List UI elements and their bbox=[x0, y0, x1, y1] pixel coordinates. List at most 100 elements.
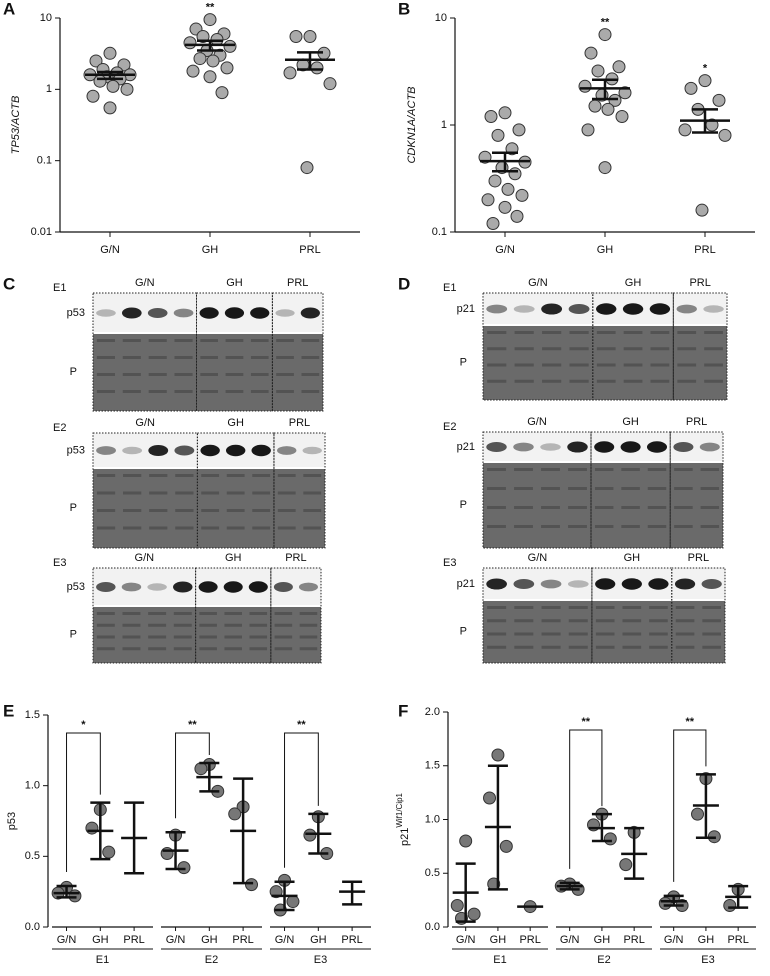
band bbox=[273, 582, 293, 592]
lane-stain bbox=[148, 356, 167, 359]
data-point bbox=[588, 99, 602, 113]
row-label: p53 bbox=[67, 581, 85, 593]
group-label: G/N bbox=[527, 416, 547, 428]
band bbox=[173, 308, 194, 318]
lane-stain bbox=[649, 632, 668, 636]
x-tick-label: GH bbox=[490, 934, 507, 946]
band bbox=[275, 309, 295, 317]
data-point bbox=[498, 106, 512, 120]
y-label-main: CDKN1A/ACTB bbox=[406, 86, 418, 163]
lane-stain bbox=[487, 619, 507, 623]
y-tick-label: 1.0 bbox=[425, 813, 440, 825]
experiment-label: E2 bbox=[443, 421, 456, 433]
band bbox=[674, 578, 696, 590]
group-label: PRL bbox=[285, 552, 306, 564]
lane-stain bbox=[621, 468, 640, 471]
band bbox=[199, 307, 219, 319]
x-tick-label: GH bbox=[92, 934, 109, 946]
lane-stain bbox=[702, 619, 722, 623]
lane-stain bbox=[303, 474, 322, 477]
lane-stain bbox=[514, 331, 534, 334]
band bbox=[147, 583, 167, 591]
lane-stain bbox=[148, 339, 167, 342]
lane-stain bbox=[96, 526, 116, 530]
group-frame bbox=[273, 432, 326, 549]
data-point bbox=[289, 30, 303, 44]
band bbox=[250, 307, 270, 319]
lane-stain bbox=[201, 491, 220, 495]
lane-stain bbox=[250, 356, 269, 359]
row-label: p21 bbox=[457, 578, 475, 590]
y-tick-label: 10 bbox=[435, 12, 447, 24]
group-label: G/N bbox=[528, 277, 548, 289]
lane-stain bbox=[674, 506, 693, 509]
group-frame bbox=[196, 292, 273, 412]
lane-stain bbox=[225, 373, 244, 376]
band bbox=[703, 305, 724, 313]
lane-stain bbox=[249, 635, 268, 639]
y-label-sup: Wif1/Cip1 bbox=[395, 792, 404, 827]
data-point bbox=[193, 52, 207, 66]
band bbox=[251, 444, 271, 457]
lane-stain bbox=[96, 623, 115, 627]
y-axis-label: TP53/ACTB bbox=[10, 96, 22, 155]
lane-stain bbox=[224, 612, 242, 615]
data-point bbox=[618, 86, 632, 100]
data-point bbox=[591, 64, 605, 78]
data-point bbox=[283, 66, 297, 80]
data-point bbox=[186, 64, 200, 78]
band bbox=[699, 442, 720, 452]
lane-stain bbox=[542, 347, 562, 351]
data-point bbox=[603, 832, 617, 846]
lane-stain bbox=[677, 347, 697, 351]
band bbox=[300, 307, 320, 319]
lane-stain bbox=[514, 468, 533, 471]
lane-stain bbox=[702, 645, 722, 649]
band bbox=[513, 579, 535, 589]
data-point bbox=[215, 86, 229, 100]
data-point bbox=[303, 828, 317, 842]
lane-stain bbox=[303, 526, 322, 530]
lane-stain bbox=[700, 506, 720, 509]
lane-stain bbox=[647, 468, 667, 471]
lane-stain bbox=[700, 487, 720, 490]
data-point bbox=[160, 847, 174, 861]
group-frame bbox=[592, 292, 674, 401]
group-label: E1 bbox=[493, 954, 506, 966]
group-frame bbox=[92, 567, 197, 664]
x-tick-label: G/N bbox=[57, 934, 77, 946]
lane-stain bbox=[301, 339, 320, 342]
group-label: GH bbox=[227, 417, 244, 429]
lane-stain bbox=[596, 331, 616, 334]
lane-stain bbox=[675, 632, 695, 636]
data-point bbox=[584, 46, 598, 60]
data-point bbox=[459, 834, 473, 848]
group-label: E3 bbox=[701, 954, 714, 966]
lane-stain bbox=[226, 491, 245, 495]
lane-stain bbox=[123, 526, 142, 530]
band bbox=[225, 444, 246, 457]
lane-stain bbox=[224, 647, 242, 651]
group-frame bbox=[671, 567, 726, 664]
lane-stain bbox=[650, 347, 670, 351]
protein-stain bbox=[483, 325, 727, 400]
experiment-label: E1 bbox=[443, 282, 456, 294]
panel-letter: D bbox=[398, 274, 410, 293]
y-tick-label: 1.0 bbox=[25, 780, 40, 792]
lane-stain bbox=[174, 390, 193, 393]
group-frame bbox=[92, 432, 198, 549]
row-label: p21 bbox=[457, 303, 475, 315]
lane-stain bbox=[201, 526, 220, 530]
y-tick-label: 1.5 bbox=[425, 760, 440, 772]
band bbox=[223, 581, 243, 593]
lane-stain bbox=[122, 373, 141, 376]
lane-stain bbox=[704, 379, 723, 383]
lane-stain bbox=[225, 356, 244, 359]
data-point bbox=[515, 188, 529, 202]
data-point bbox=[220, 61, 234, 75]
data-point bbox=[103, 46, 117, 60]
group-label: PRL bbox=[287, 277, 308, 289]
lane-stain bbox=[173, 647, 192, 651]
lane-stain bbox=[175, 526, 194, 530]
significance: ** bbox=[686, 716, 695, 728]
